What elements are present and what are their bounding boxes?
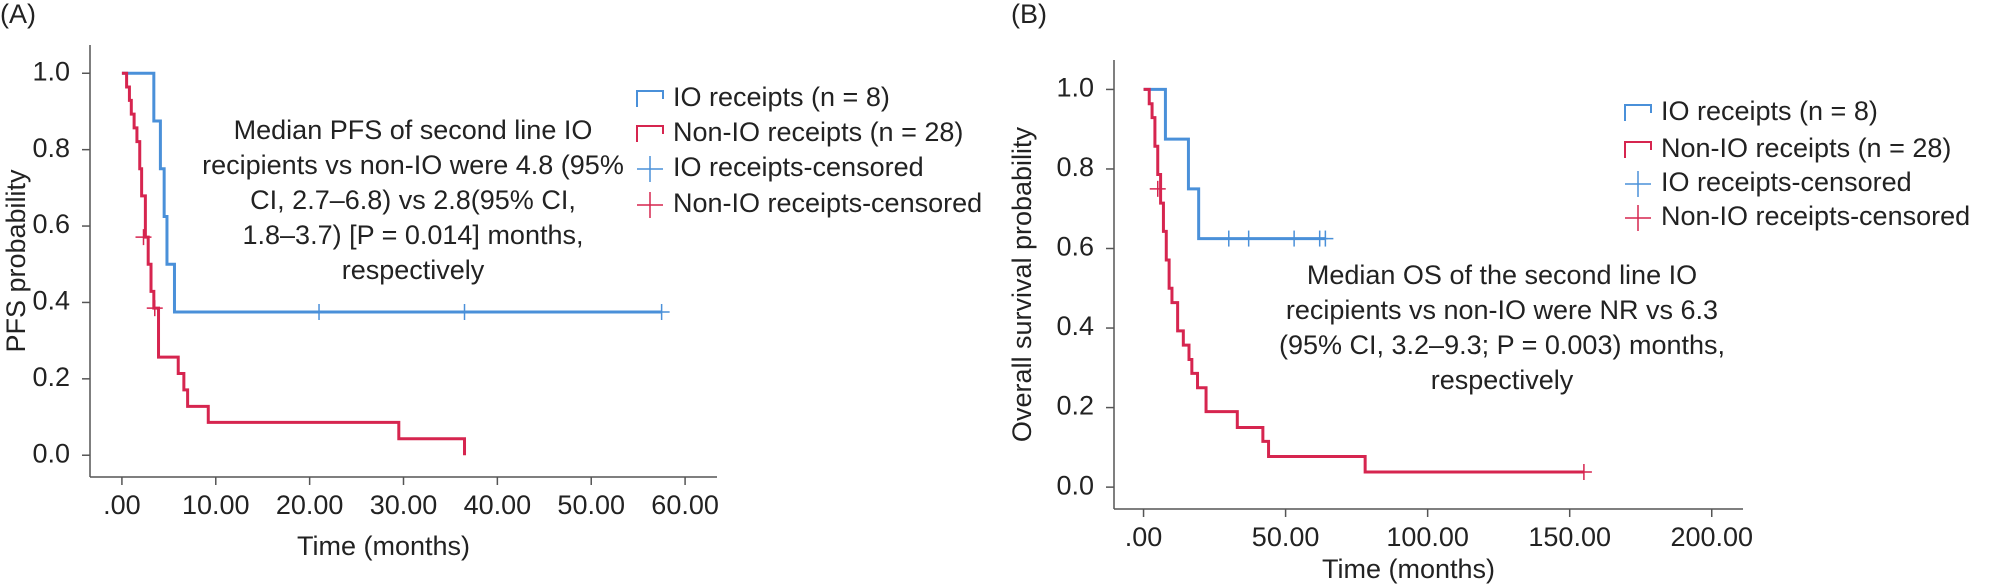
censor-mark [456,303,473,320]
legend-label: IO receipts (n = 8) [1661,96,1878,126]
censor-mark [653,303,670,320]
y-axis-label: Overall survival probability [1007,126,1037,442]
legend-label: IO receipts-censored [1661,167,1912,197]
annotation: recipients vs non-IO were NR vs 6.3 [1286,295,1718,325]
legend-swatch [1624,104,1652,121]
y-tick-label: 0.0 [32,438,70,468]
censor-mark [1149,180,1166,197]
legend-label: Non-IO receipts-censored [1661,201,1970,231]
legend-label: IO receipts (n = 8) [673,82,890,112]
censor-mark [1575,464,1592,481]
y-axis-label: PFS probability [1,169,31,353]
x-tick-label: 50.00 [1252,522,1320,552]
x-axis-label: Time (months) [297,531,470,561]
panel-label: (B) [1011,0,1047,29]
x-tick-label: .00 [103,490,141,520]
censor-mark [311,303,328,320]
y-tick-label: 0.4 [32,286,70,316]
legend-label: Non-IO receipts-censored [673,188,982,218]
x-tick-label: .00 [1125,522,1163,552]
legend-swatch [636,125,664,142]
x-tick-label: 100.00 [1386,522,1469,552]
x-tick-label: 10.00 [182,490,250,520]
censor-mark [1220,230,1237,247]
annotation: recipients vs non-IO were 4.8 (95% [202,150,624,180]
survival-curve [1143,87,1326,241]
annotation: CI, 2.7–6.8) vs 2.8(95% CI, [250,185,576,215]
legend-label: Non-IO receipts (n = 28) [1661,133,1951,163]
x-tick-label: 30.00 [370,490,438,520]
censor-mark [146,300,163,317]
x-tick-label: 50.00 [557,490,625,520]
legend-swatch [637,192,663,218]
annotation: 1.8–3.7) [P = 0.014] months, [243,220,584,250]
censor-mark [1286,230,1303,247]
y-tick-label: 0.2 [32,362,70,392]
legend-swatch [1625,171,1651,197]
y-tick-label: 0.8 [1056,152,1094,182]
x-tick-label: 150.00 [1528,522,1611,552]
panel-label: (A) [0,0,36,29]
x-tick-label: 200.00 [1670,522,1753,552]
annotation: respectively [1431,365,1574,395]
x-axis-label: Time (months) [1322,554,1495,584]
legend-swatch [636,90,664,107]
y-tick-label: 0.6 [32,209,70,239]
legend-swatch [637,156,663,182]
censor-mark [1240,230,1257,247]
y-tick-label: 0.0 [1056,470,1094,500]
legend-swatch [1624,141,1652,158]
annotation: Median OS of the second line IO [1307,260,1697,290]
x-tick-label: 40.00 [464,490,532,520]
annotation: respectively [342,255,485,285]
survival-curve [121,71,662,314]
y-tick-label: 0.8 [32,133,70,163]
censor-mark [135,229,152,246]
legend-label: Non-IO receipts (n = 28) [673,117,963,147]
censor-mark [1317,230,1334,247]
y-tick-label: 0.2 [1056,391,1094,421]
y-tick-label: 1.0 [32,56,70,86]
legend-label: IO receipts-censored [673,152,924,182]
annotation: Median PFS of second line IO [234,115,593,145]
survival-curve [1143,87,1584,474]
survival-curve [121,71,467,456]
legend-swatch [1625,205,1651,231]
x-tick-label: 60.00 [651,490,719,520]
y-tick-label: 1.0 [1056,73,1094,103]
y-tick-label: 0.4 [1056,311,1094,341]
annotation: (95% CI, 3.2–9.3; P = 0.003) months, [1279,330,1725,360]
y-tick-label: 0.6 [1056,232,1094,262]
x-tick-label: 20.00 [276,490,344,520]
